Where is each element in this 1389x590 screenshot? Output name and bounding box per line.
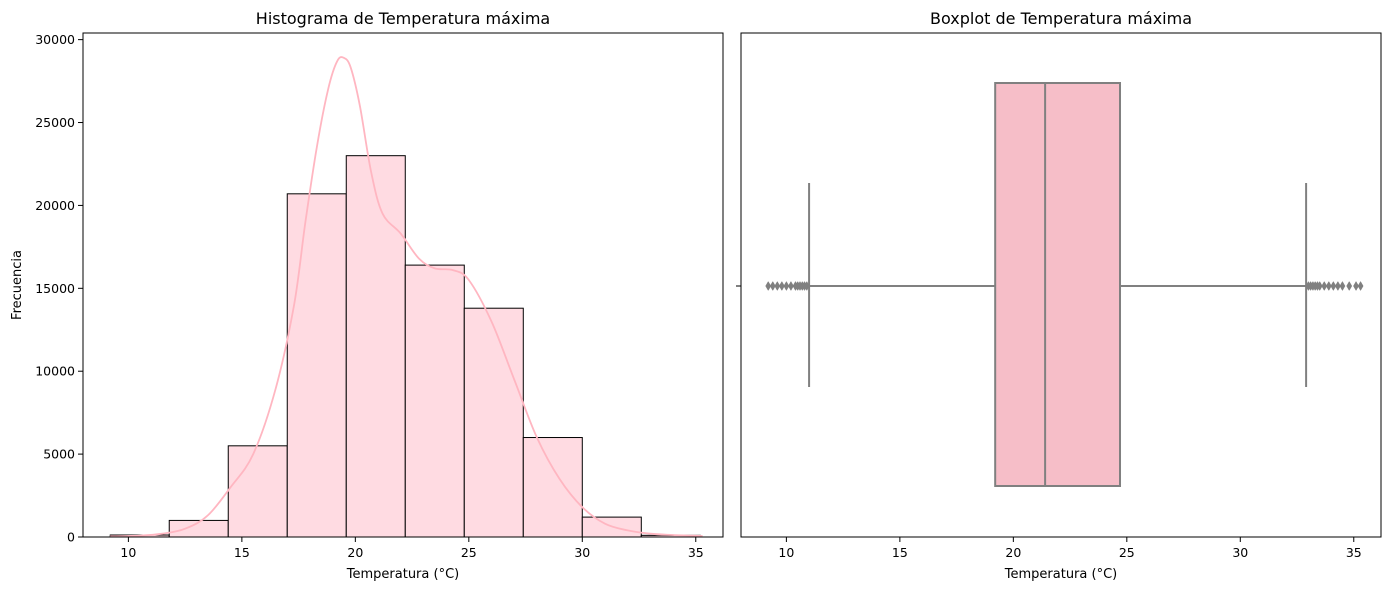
boxplot-outlier-high bbox=[1316, 281, 1323, 291]
boxplot-x-ticks: 10 15 20 25 30 35 bbox=[778, 537, 1362, 560]
histogram-x-ticks: 10 15 20 25 30 35 bbox=[120, 537, 704, 560]
boxplot-marks bbox=[765, 82, 1364, 487]
boxplot-outlier-low bbox=[765, 281, 772, 291]
histogram-bar-7 bbox=[522, 437, 583, 538]
histogram-bars bbox=[109, 155, 701, 538]
boxplot-x-tick-label: 25 bbox=[1119, 545, 1135, 560]
boxplot-x-axis-label: Temperatura (°C) bbox=[1004, 567, 1117, 582]
histogram-y-tick-label: 5000 bbox=[43, 447, 75, 462]
boxplot-outlier-high bbox=[1339, 281, 1346, 291]
histogram-x-axis-label: Temperatura (°C) bbox=[346, 567, 459, 582]
boxplot-outlier-low bbox=[778, 281, 785, 291]
histogram-x-tick-label: 25 bbox=[461, 545, 477, 560]
histogram-y-tick-label: 30000 bbox=[35, 32, 75, 47]
histogram-bar-4 bbox=[345, 155, 406, 538]
boxplot-x-tick-label: 10 bbox=[778, 545, 794, 560]
boxplot-title: Boxplot de Temperatura máxima bbox=[930, 9, 1192, 28]
boxplot-x-tick-label: 15 bbox=[892, 545, 908, 560]
histogram-y-tick-label: 10000 bbox=[35, 364, 75, 379]
boxplot-outlier-low bbox=[769, 281, 776, 291]
boxplot-x-tick-label: 20 bbox=[1005, 545, 1021, 560]
boxplot-outlier-high bbox=[1325, 281, 1332, 291]
histogram-axes-frame bbox=[82, 32, 724, 538]
kde-curve-group bbox=[110, 56, 703, 538]
histogram-bar-2 bbox=[227, 445, 288, 538]
histogram-x-tick-label: 20 bbox=[347, 545, 363, 560]
boxplot-box bbox=[994, 82, 1122, 487]
boxplot-outlier-low bbox=[803, 281, 810, 291]
histogram-y-tick-label: 25000 bbox=[35, 115, 75, 130]
histogram-y-tick-label: 0 bbox=[67, 530, 75, 545]
boxplot-outlier-high bbox=[1346, 281, 1353, 291]
boxplot-outlier-high bbox=[1330, 281, 1337, 291]
boxplot-panel: Boxplot de Temperatura máxima 10 15 20 25 30… bbox=[736, 9, 1382, 582]
boxplot-outlier-high bbox=[1321, 281, 1328, 291]
kde-curve bbox=[110, 56, 703, 538]
histogram-title: Histograma de Temperatura máxima bbox=[256, 9, 550, 28]
histogram-y-tick-label: 20000 bbox=[35, 198, 75, 213]
histogram-bar-5 bbox=[404, 264, 465, 538]
boxplot-x-tick-label: 35 bbox=[1346, 545, 1362, 560]
histogram-x-tick-label: 30 bbox=[574, 545, 590, 560]
boxplot-outlier-low bbox=[788, 281, 794, 291]
boxplot-axes-frame bbox=[740, 32, 1382, 538]
boxplot-outlier-low bbox=[774, 281, 781, 291]
boxplot-outlier-high bbox=[1334, 281, 1341, 291]
histogram-y-ticks: 0 5000 10000 15000 20000 25000 30000 bbox=[35, 32, 83, 545]
histogram-panel: Histograma de Temperatura máxima 10 15 20 2… bbox=[10, 9, 724, 582]
boxplot-x-tick-label: 30 bbox=[1232, 545, 1248, 560]
histogram-y-axis-label: Frecuencia bbox=[10, 250, 25, 320]
boxplot-outlier-high bbox=[1357, 281, 1364, 291]
histogram-bar-3 bbox=[286, 193, 347, 538]
histogram-bar-6 bbox=[463, 307, 524, 538]
histogram-x-tick-label: 10 bbox=[120, 545, 136, 560]
boxplot-outlier-high bbox=[1353, 281, 1359, 291]
histogram-x-tick-label: 15 bbox=[234, 545, 250, 560]
boxplot-outlier-low bbox=[783, 281, 790, 291]
histogram-x-tick-label: 35 bbox=[688, 545, 704, 560]
histogram-y-tick-label: 15000 bbox=[35, 281, 75, 296]
